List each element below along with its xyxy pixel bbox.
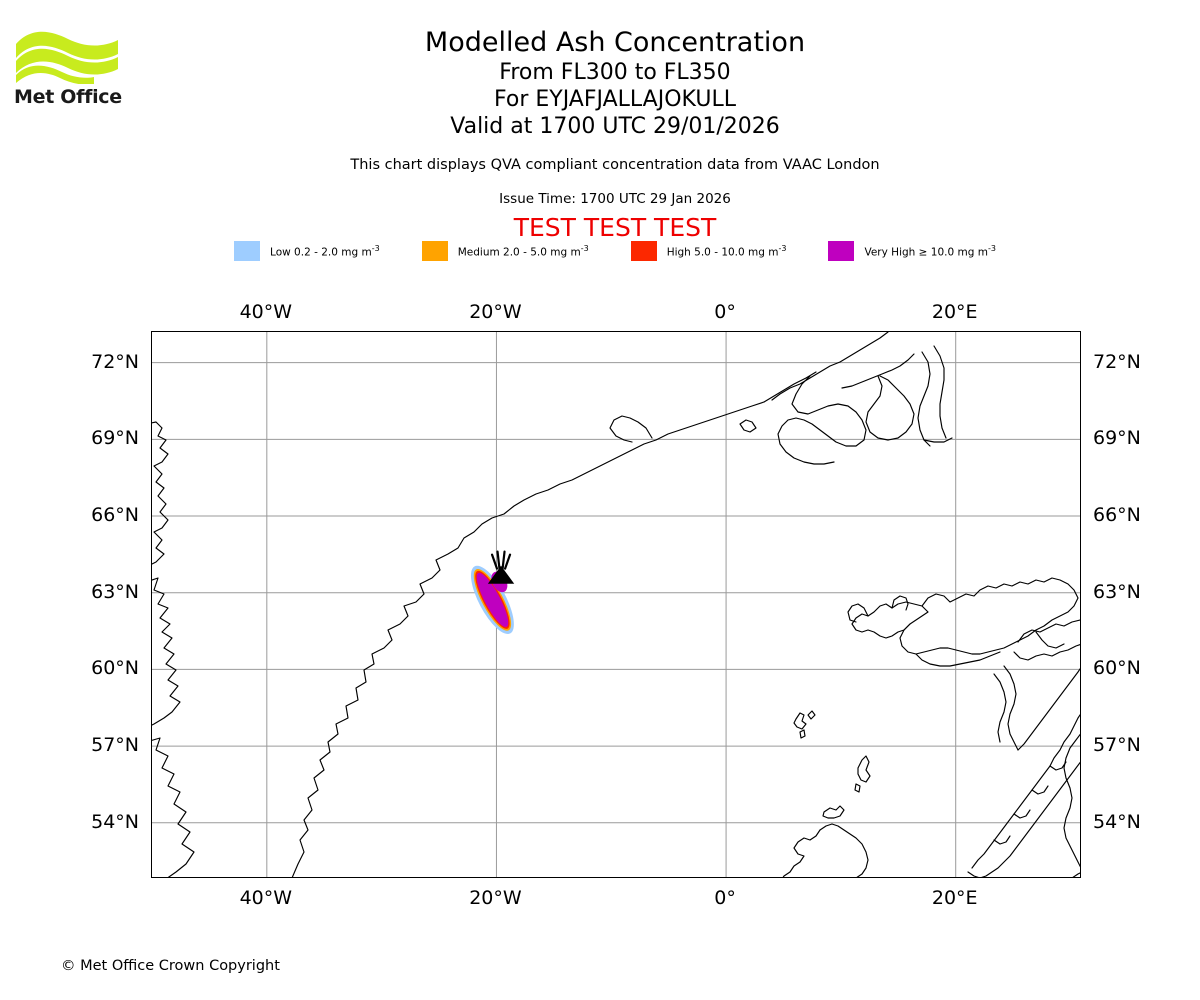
legend-label-0: Low 0.2 - 2.0 mg m-3 bbox=[270, 244, 380, 259]
lat-tick-left-57: 57°N bbox=[91, 734, 139, 757]
lat-tick-right-57: 57°N bbox=[1093, 734, 1141, 757]
flight-level-range: From FL300 to FL350 bbox=[499, 60, 731, 85]
test-banner: TEST TEST TEST bbox=[513, 213, 717, 242]
lat-tick-right-54: 54°N bbox=[1093, 810, 1141, 833]
legend-item-2: High 5.0 - 10.0 mg m-3 bbox=[630, 241, 787, 261]
lat-tick-left-66: 66°N bbox=[91, 504, 139, 527]
legend-label-2: High 5.0 - 10.0 mg m-3 bbox=[666, 244, 787, 259]
legend-swatch-3 bbox=[828, 241, 855, 261]
met-office-logo-text: Met Office bbox=[14, 86, 122, 108]
lon-tick-bottom-3: 20°E bbox=[931, 887, 978, 909]
lon-tick-bottom-1: 20°W bbox=[469, 887, 522, 909]
legend-label-1: Medium 2.0 - 5.0 mg m-3 bbox=[457, 244, 589, 259]
legend-item-1: Medium 2.0 - 5.0 mg m-3 bbox=[421, 241, 589, 261]
graticule-grid bbox=[152, 332, 1080, 877]
coastlines bbox=[152, 332, 1080, 877]
legend-item-3: Very High ≥ 10.0 mg m-3 bbox=[828, 241, 996, 261]
lon-tick-bottom-0: 40°W bbox=[239, 887, 293, 909]
legend-swatch-2 bbox=[630, 241, 657, 261]
ash-plume bbox=[470, 565, 514, 635]
concentration-legend: Low 0.2 - 2.0 mg m-3 Medium 2.0 - 5.0 mg … bbox=[150, 239, 1080, 263]
lat-tick-right-72: 72°N bbox=[1093, 350, 1141, 373]
lon-tick-top-0: 40°W bbox=[239, 301, 293, 323]
met-office-logo: Met Office bbox=[14, 28, 122, 116]
lat-tick-left-54: 54°N bbox=[91, 810, 139, 833]
volcano-triangle-icon bbox=[487, 565, 515, 584]
lon-tick-top-1: 20°W bbox=[469, 301, 522, 323]
lat-tick-left-72: 72°N bbox=[91, 350, 139, 373]
legend-label-3: Very High ≥ 10.0 mg m-3 bbox=[864, 244, 996, 259]
met-office-wave-icon bbox=[16, 31, 118, 85]
lat-tick-left-63: 63°N bbox=[91, 580, 139, 603]
volcano-eruption-ray-2 bbox=[501, 550, 506, 570]
lon-tick-top-2: 0° bbox=[714, 301, 736, 323]
valid-time: Valid at 1700 UTC 29/01/2026 bbox=[450, 114, 780, 139]
volcano-name: For EYJAFJALLAJOKULL bbox=[494, 87, 736, 112]
lat-tick-left-69: 69°N bbox=[91, 427, 139, 450]
lat-tick-right-60: 60°N bbox=[1093, 657, 1141, 680]
issue-time: Issue Time: 1700 UTC 29 Jan 2026 bbox=[499, 191, 731, 207]
map-container: 54°N 57°N 60°N 63°N 66°N 69°N 72°N 54°N 57°N 60°… bbox=[91, 301, 1141, 909]
legend-item-0: Low 0.2 - 2.0 mg m-3 bbox=[234, 241, 380, 261]
lat-tick-right-63: 63°N bbox=[1093, 580, 1141, 603]
lat-tick-right-69: 69°N bbox=[1093, 427, 1141, 450]
page-title: Modelled Ash Concentration bbox=[424, 27, 806, 58]
lon-tick-top-3: 20°E bbox=[931, 301, 978, 323]
map-plot-area bbox=[151, 331, 1081, 878]
lat-tick-left-60: 60°N bbox=[91, 657, 139, 680]
volcano-eruption-ray-3 bbox=[503, 553, 512, 570]
qva-compliance-note: This chart displays QVA compliant concen… bbox=[350, 157, 880, 173]
lat-tick-right-66: 66°N bbox=[1093, 504, 1141, 527]
legend-swatch-0 bbox=[234, 241, 261, 261]
map-graphic bbox=[152, 332, 1080, 877]
legend-swatch-1 bbox=[421, 241, 448, 261]
volcano-marker-icon bbox=[487, 550, 515, 584]
volcano-eruption-ray-0 bbox=[490, 553, 499, 570]
lon-tick-bottom-2: 0° bbox=[714, 887, 736, 909]
volcano-eruption-ray-1 bbox=[496, 550, 501, 570]
chart-title-block: Modelled Ash Concentration From FL300 to… bbox=[130, 26, 1100, 140]
copyright-footer: © Met Office Crown Copyright bbox=[61, 958, 280, 974]
ash-contour-low bbox=[476, 572, 509, 628]
